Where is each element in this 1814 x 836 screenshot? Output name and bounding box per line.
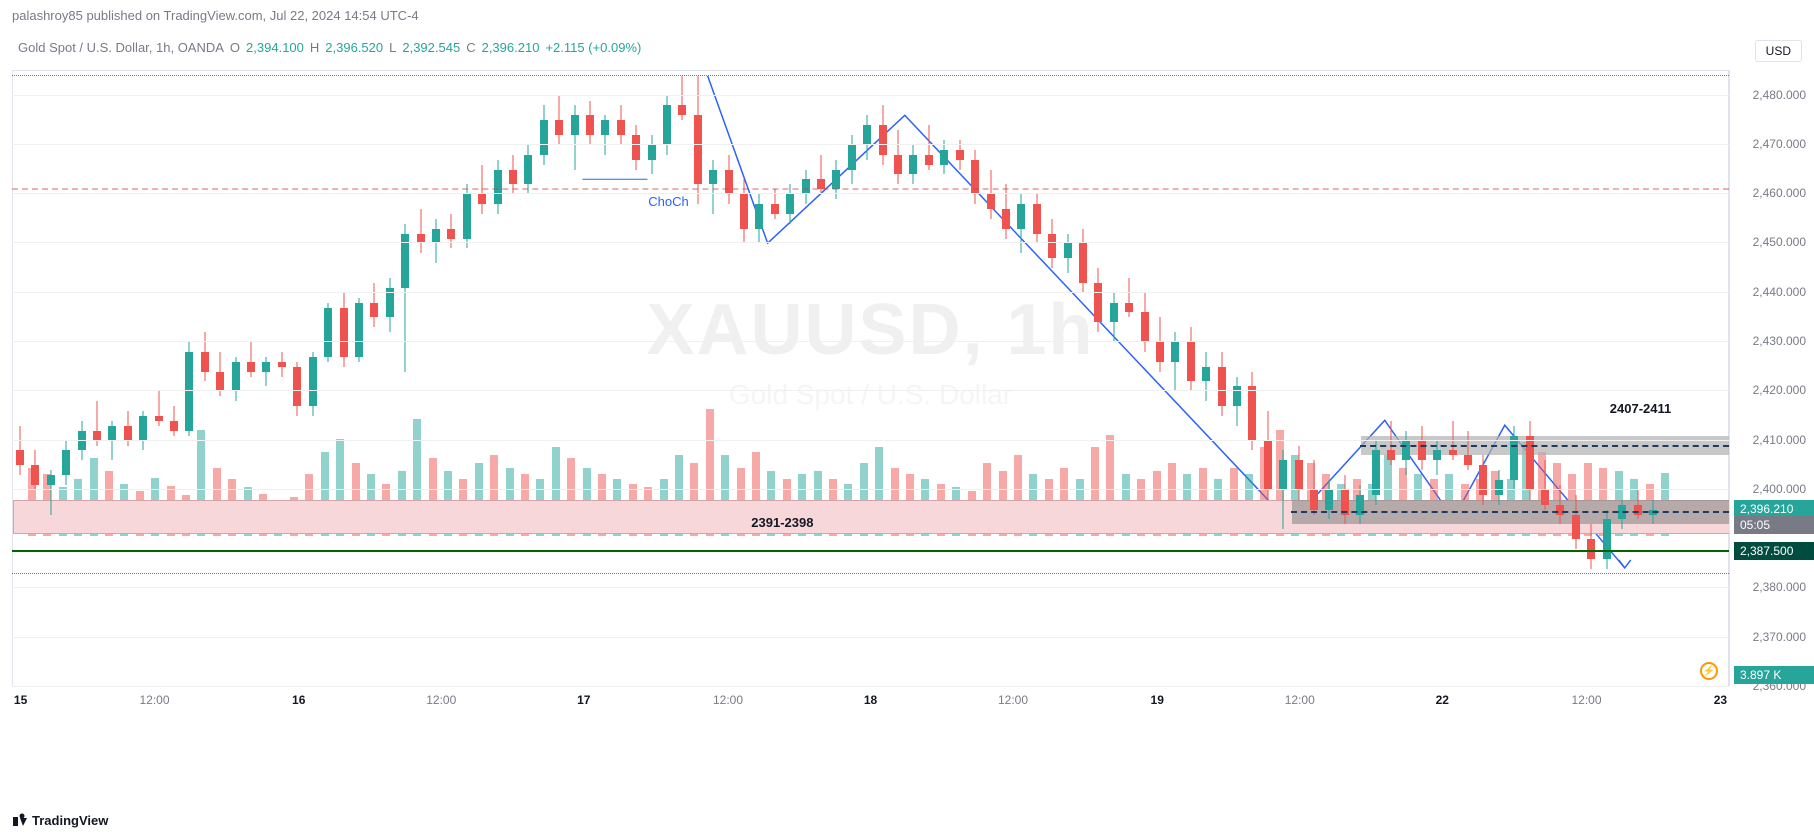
y-tick: 2,480.000 [1753, 88, 1806, 102]
price-tag: 05:05 [1734, 516, 1814, 534]
chart-area[interactable]: XAUUSD, 1h Gold Spot / U.S. Dollar ⚡ Cho… [12, 70, 1729, 686]
ohlc-l: 2,392.545 [402, 40, 460, 55]
footer-brand[interactable]: TradingView [12, 812, 108, 828]
y-tick: 2,410.000 [1753, 433, 1806, 447]
dashed-line [12, 188, 1729, 190]
x-tick: 12:00 [1285, 693, 1315, 707]
y-tick: 2,440.000 [1753, 285, 1806, 299]
ohlc-h: 2,396.520 [325, 40, 383, 55]
watermark-ticker: XAUUSD, 1h [646, 289, 1094, 371]
y-tick: 2,420.000 [1753, 383, 1806, 397]
x-tick: 12:00 [713, 693, 743, 707]
footer-brand-text: TradingView [32, 813, 108, 828]
x-tick: 12:00 [998, 693, 1028, 707]
x-tick: 15 [14, 693, 27, 707]
dashed-line [1291, 511, 1729, 513]
dashed-line [1360, 445, 1729, 447]
annotation-label: 2407-2411 [1610, 401, 1671, 416]
ohlc-change: +2.115 (+0.09%) [545, 40, 641, 55]
y-axis[interactable]: 2,360.0002,370.0002,380.0002,400.0002,41… [1729, 70, 1814, 686]
x-tick: 18 [864, 693, 877, 707]
y-tick: 2,460.000 [1753, 186, 1806, 200]
x-tick: 19 [1151, 693, 1164, 707]
x-tick: 12:00 [426, 693, 456, 707]
x-tick: 12:00 [1571, 693, 1601, 707]
horizontal-line [12, 573, 1729, 574]
y-tick: 2,370.000 [1753, 630, 1806, 644]
x-tick: 12:00 [139, 693, 169, 707]
x-tick: 16 [292, 693, 305, 707]
flash-icon[interactable]: ⚡ [1700, 662, 1718, 680]
currency-badge: USD [1755, 40, 1802, 62]
ohlc-o-label: O [230, 40, 240, 55]
ohlc-h-label: H [310, 40, 319, 55]
ohlc-l-label: L [389, 40, 396, 55]
ohlc-o: 2,394.100 [246, 40, 304, 55]
symbol-name[interactable]: Gold Spot / U.S. Dollar, 1h, OANDA [18, 40, 224, 55]
trend-lines [13, 71, 1728, 686]
annotation-label: ChoCh [648, 194, 688, 209]
annotation-label: 2391-2398 [751, 515, 813, 530]
publish-header: palashroy85 published on TradingView.com… [12, 8, 419, 23]
horizontal-line [12, 550, 1729, 552]
price-tag: 2,387.500 [1734, 542, 1814, 560]
y-tick: 2,400.000 [1753, 482, 1806, 496]
ohlc-c-label: C [466, 40, 475, 55]
x-tick: 22 [1436, 693, 1449, 707]
volume-tag: 3.897 K [1734, 666, 1814, 684]
horizontal-line [12, 75, 1729, 76]
y-tick: 2,430.000 [1753, 334, 1806, 348]
x-axis[interactable]: 15 12:00 16 12:00 17 12:00 18 12:00 19 12:00 22 12:… [12, 686, 1729, 716]
y-tick: 2,470.000 [1753, 137, 1806, 151]
y-tick: 2,380.000 [1753, 580, 1806, 594]
ohlc-c: 2,396.210 [482, 40, 540, 55]
y-tick: 2,450.000 [1753, 235, 1806, 249]
tradingview-logo-icon [12, 812, 28, 828]
x-tick: 17 [577, 693, 590, 707]
x-tick: 23 [1714, 693, 1727, 707]
symbol-info-bar: Gold Spot / U.S. Dollar, 1h, OANDA O 2,39… [18, 40, 641, 55]
